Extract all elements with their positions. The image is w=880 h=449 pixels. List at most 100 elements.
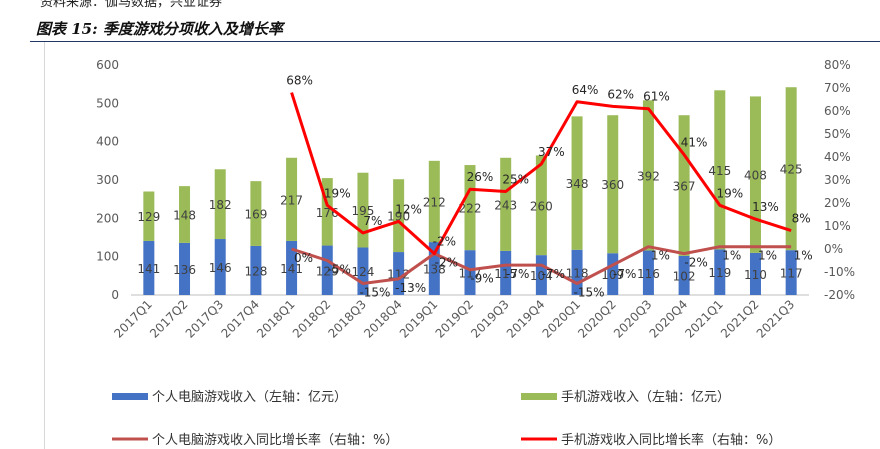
legend-pc-growth: 个人电脑游戏收入同比增长率（右轴：%） xyxy=(112,429,398,448)
label-pc-growth: 1% xyxy=(651,249,670,263)
right-axis-tick: 30% xyxy=(824,173,851,187)
bar-pc-revenue xyxy=(607,253,619,295)
label-pc-growth: -7% xyxy=(542,267,565,281)
right-axis-tick: 60% xyxy=(824,104,851,118)
right-axis-tick: 10% xyxy=(824,219,851,233)
right-axis-tick: -20% xyxy=(824,288,855,302)
label-mobile-revenue: 367 xyxy=(673,180,696,194)
left-axis-tick: 400 xyxy=(96,135,119,149)
label-mobile-growth: 68% xyxy=(286,74,313,88)
label-mobile-revenue: 243 xyxy=(494,198,517,212)
label-mobile-revenue: 222 xyxy=(459,202,482,216)
label-mobile-growth: 41% xyxy=(681,136,708,150)
label-pc-growth: -15% xyxy=(574,286,605,300)
label-pc-revenue: 118 xyxy=(566,266,589,280)
category-label: 2021Q3 xyxy=(754,297,798,341)
category-label: 2019Q1 xyxy=(397,297,441,341)
figure-title: 图表 15: 季度游戏分项收入及增长率 xyxy=(0,14,880,40)
legend-mobile-growth: 手机游戏收入同比增长率（右轴：%） xyxy=(521,429,781,448)
bar-mobile-revenue xyxy=(642,100,654,251)
label-pc-growth: -2% xyxy=(435,256,458,270)
bar-pc-revenue xyxy=(500,250,512,295)
right-axis-tick: 50% xyxy=(824,127,851,141)
label-mobile-growth: 7% xyxy=(363,214,382,228)
legend-mobile-growth-swatch xyxy=(521,437,557,440)
bar-pc-revenue xyxy=(214,239,226,295)
category-label: 2020Q2 xyxy=(575,297,619,341)
label-mobile-growth: 64% xyxy=(572,83,599,97)
label-mobile-growth: 62% xyxy=(607,87,634,101)
bar-pc-revenue xyxy=(357,247,369,295)
bar-mobile-revenue xyxy=(749,96,761,253)
label-pc-growth: -7% xyxy=(613,267,636,281)
label-pc-growth: -2% xyxy=(684,256,707,270)
page-margin-line xyxy=(44,42,45,449)
bar-pc-revenue xyxy=(321,245,333,295)
label-mobile-revenue: 415 xyxy=(708,164,731,178)
bar-mobile-revenue xyxy=(785,87,797,251)
figure-title-text: 图表 15: 季度游戏分项收入及增长率 xyxy=(36,20,283,38)
label-pc-growth: -13% xyxy=(395,281,426,295)
bar-pc-revenue xyxy=(535,255,547,295)
label-pc-revenue: 138 xyxy=(423,263,446,277)
bar-pc-revenue xyxy=(464,250,476,295)
left-axis-tick: 200 xyxy=(96,211,119,225)
bar-mobile-revenue xyxy=(535,155,547,256)
label-pc-revenue: 104 xyxy=(530,269,553,283)
left-axis-tick: 300 xyxy=(96,173,119,187)
bar-pc-revenue xyxy=(179,242,191,295)
category-label: 2018Q2 xyxy=(290,297,334,341)
bar-pc-revenue xyxy=(143,240,155,295)
top-fragment: 资料来源：伽马数据，兴业证券 xyxy=(0,0,880,14)
label-mobile-revenue: 360 xyxy=(601,178,624,192)
legend-pc-revenue-swatch xyxy=(112,392,148,400)
label-pc-revenue: 141 xyxy=(280,262,303,276)
label-mobile-growth: 37% xyxy=(538,145,565,159)
right-axis-tick: 20% xyxy=(824,196,851,210)
category-label: 2017Q3 xyxy=(183,297,227,341)
bar-pc-revenue xyxy=(678,255,690,295)
category-label: 2020Q3 xyxy=(611,297,655,341)
line-pc-growth xyxy=(291,245,792,285)
category-label: 2017Q4 xyxy=(218,297,262,341)
label-mobile-revenue: 129 xyxy=(137,210,160,224)
bar-mobile-revenue xyxy=(464,165,476,251)
right-axis-tick: 70% xyxy=(824,81,851,95)
label-pc-revenue: 141 xyxy=(137,262,160,276)
right-axis-tick: 80% xyxy=(824,58,851,72)
label-mobile-revenue: 408 xyxy=(744,169,767,183)
label-mobile-growth: 8% xyxy=(792,212,811,226)
bar-mobile-revenue xyxy=(250,181,262,246)
legend-pc-growth-label: 个人电脑游戏收入同比增长率（右轴：%） xyxy=(152,433,399,448)
legend-mobile-revenue: 手机游戏收入（左轴：亿元） xyxy=(521,386,730,405)
label-pc-revenue: 102 xyxy=(673,269,696,283)
category-label: 2018Q3 xyxy=(325,297,369,341)
category-label: 2017Q2 xyxy=(147,297,191,341)
bar-mobile-revenue xyxy=(143,191,155,241)
right-axis-tick: 40% xyxy=(824,150,851,164)
bar-pc-revenue xyxy=(250,245,262,295)
label-mobile-growth: 25% xyxy=(502,173,529,187)
bar-pc-revenue xyxy=(571,249,583,295)
legend-pc-revenue: 个人电脑游戏收入（左轴：亿元） xyxy=(112,386,347,405)
category-label: 2018Q4 xyxy=(361,297,405,341)
label-pc-revenue: 129 xyxy=(316,264,339,278)
bar-mobile-revenue xyxy=(214,169,226,240)
label-mobile-revenue: 212 xyxy=(423,195,446,209)
bar-pc-revenue xyxy=(749,252,761,295)
category-label: 2020Q4 xyxy=(647,297,691,341)
label-mobile-growth: 19% xyxy=(324,186,351,200)
top-fragment-text: 资料来源：伽马数据，兴业证券 xyxy=(40,0,223,10)
label-pc-growth: 0% xyxy=(294,251,313,265)
bar-mobile-revenue xyxy=(286,157,298,241)
label-mobile-revenue: 392 xyxy=(637,169,660,183)
label-mobile-revenue: 260 xyxy=(530,199,553,213)
left-axis-tick: 500 xyxy=(96,96,119,110)
bar-pc-revenue xyxy=(286,240,298,295)
bar-mobile-revenue xyxy=(179,186,191,243)
label-mobile-growth: 12% xyxy=(395,202,422,216)
label-mobile-revenue: 217 xyxy=(280,193,303,207)
bar-mobile-revenue xyxy=(393,179,405,253)
bar-mobile-revenue xyxy=(678,115,690,256)
label-pc-revenue: 128 xyxy=(244,264,267,278)
